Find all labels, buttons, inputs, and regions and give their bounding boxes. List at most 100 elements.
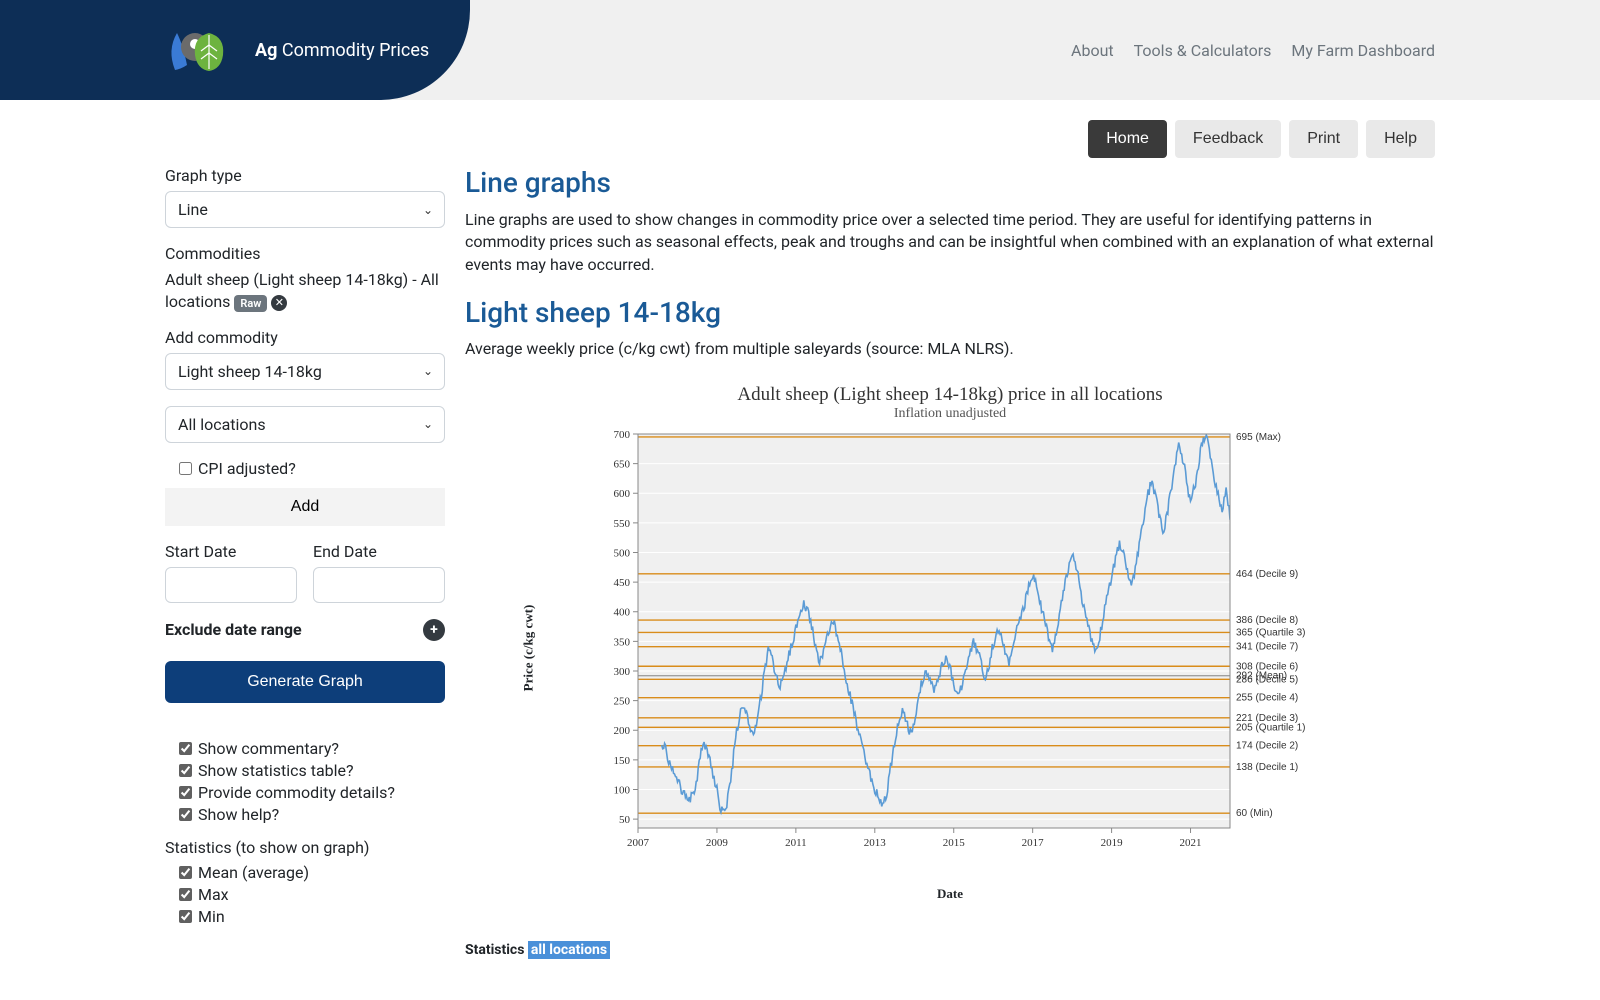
show-option-label: Provide commodity details? bbox=[198, 783, 395, 802]
svg-text:600: 600 bbox=[614, 488, 631, 500]
end-date-input[interactable] bbox=[313, 567, 445, 603]
top-nav-link[interactable]: Tools & Calculators bbox=[1134, 41, 1272, 60]
svg-text:138 (Decile 1): 138 (Decile 1) bbox=[1236, 762, 1298, 773]
svg-text:695 (Max): 695 (Max) bbox=[1236, 432, 1281, 443]
svg-text:200: 200 bbox=[614, 725, 631, 737]
commodity-text: Adult sheep (Light sheep 14-18kg) - All … bbox=[165, 270, 439, 311]
end-date-label: End Date bbox=[313, 542, 445, 561]
svg-text:300: 300 bbox=[614, 666, 631, 678]
logo[interactable]: Ag Commodity Prices bbox=[165, 25, 429, 75]
stats-option: Max bbox=[179, 885, 445, 904]
logo-icon bbox=[165, 25, 245, 75]
svg-text:386 (Decile 8): 386 (Decile 8) bbox=[1236, 615, 1298, 626]
show-option-checkbox[interactable] bbox=[179, 786, 192, 799]
show-option-checkbox[interactable] bbox=[179, 808, 192, 821]
svg-text:464 (Decile 9): 464 (Decile 9) bbox=[1236, 569, 1298, 580]
svg-text:205 (Quartile 1): 205 (Quartile 1) bbox=[1236, 722, 1305, 733]
stats-option-checkbox[interactable] bbox=[179, 910, 192, 923]
section-title-line-graphs: Line graphs bbox=[465, 166, 1435, 199]
add-exclude-icon[interactable]: + bbox=[423, 619, 445, 641]
header-brand-bg: Ag Commodity Prices bbox=[0, 0, 470, 100]
show-option: Show statistics table? bbox=[179, 761, 445, 780]
commodity-desc: Average weekly price (c/kg cwt) from mul… bbox=[465, 339, 1435, 358]
svg-text:2017: 2017 bbox=[1022, 837, 1045, 849]
y-axis-label: Price (c/kg cwt) bbox=[520, 605, 536, 692]
stats-option-checkbox[interactable] bbox=[179, 888, 192, 901]
svg-text:2011: 2011 bbox=[785, 837, 807, 849]
svg-text:650: 650 bbox=[614, 459, 631, 471]
show-option: Show commentary? bbox=[179, 739, 445, 758]
svg-text:2013: 2013 bbox=[864, 837, 887, 849]
svg-text:700: 700 bbox=[614, 429, 631, 441]
svg-text:60 (Min): 60 (Min) bbox=[1236, 808, 1273, 819]
add-button[interactable]: Add bbox=[165, 488, 445, 526]
show-option-checkbox[interactable] bbox=[179, 764, 192, 777]
sub-nav-help[interactable]: Help bbox=[1366, 120, 1435, 158]
remove-commodity-icon[interactable]: ✕ bbox=[271, 295, 287, 311]
show-option: Provide commodity details? bbox=[179, 783, 445, 802]
top-header: Ag Commodity Prices About Tools & Calcula… bbox=[0, 0, 1600, 100]
main-content: Line graphs Line graphs are used to show… bbox=[465, 166, 1435, 958]
sidebar: Graph type Line ⌄ Commodities Adult shee… bbox=[165, 166, 445, 958]
show-option-label: Show commentary? bbox=[198, 739, 339, 758]
chart-title: Adult sheep (Light sheep 14-18kg) price … bbox=[475, 384, 1425, 406]
stats-footer-label: Statistics bbox=[465, 942, 528, 958]
raw-badge: Raw bbox=[234, 295, 267, 312]
sub-nav-home[interactable]: Home bbox=[1088, 120, 1167, 158]
start-date-label: Start Date bbox=[165, 542, 297, 561]
top-nav-link[interactable]: About bbox=[1071, 41, 1114, 60]
add-commodity-label: Add commodity bbox=[165, 328, 445, 347]
sub-nav: HomeFeedbackPrintHelp bbox=[0, 100, 1600, 158]
x-axis-label: Date bbox=[475, 886, 1425, 902]
logo-text: Ag Commodity Prices bbox=[255, 40, 429, 61]
show-option-checkbox[interactable] bbox=[179, 742, 192, 755]
show-option-label: Show statistics table? bbox=[198, 761, 354, 780]
svg-text:350: 350 bbox=[614, 637, 631, 649]
svg-text:400: 400 bbox=[614, 607, 631, 619]
graph-type-label: Graph type bbox=[165, 166, 445, 185]
chart-container: Adult sheep (Light sheep 14-18kg) price … bbox=[465, 374, 1435, 922]
svg-text:2021: 2021 bbox=[1180, 837, 1202, 849]
cpi-checkbox[interactable] bbox=[179, 462, 192, 475]
section-title-commodity: Light sheep 14-18kg bbox=[465, 296, 1435, 329]
svg-text:150: 150 bbox=[614, 755, 631, 767]
svg-text:255 (Decile 4): 255 (Decile 4) bbox=[1236, 693, 1298, 704]
add-commodity-select[interactable]: Light sheep 14-18kg bbox=[165, 353, 445, 390]
svg-text:500: 500 bbox=[614, 548, 631, 560]
stats-option: Min bbox=[179, 907, 445, 926]
stats-option-label: Mean (average) bbox=[198, 863, 309, 882]
svg-text:286 (Decile 5): 286 (Decile 5) bbox=[1236, 674, 1298, 685]
stats-option-label: Max bbox=[198, 885, 229, 904]
stats-option-label: Min bbox=[198, 907, 225, 926]
price-chart: 5010015020025030035040045050055060065070… bbox=[570, 426, 1330, 856]
svg-text:2015: 2015 bbox=[943, 837, 966, 849]
svg-text:50: 50 bbox=[619, 814, 631, 826]
stats-header: Statistics (to show on graph) bbox=[165, 838, 445, 857]
svg-text:450: 450 bbox=[614, 577, 631, 589]
chart-subtitle: Inflation unadjusted bbox=[475, 406, 1425, 422]
show-option: Show help? bbox=[179, 805, 445, 824]
svg-text:550: 550 bbox=[614, 518, 631, 530]
stats-option-checkbox[interactable] bbox=[179, 866, 192, 879]
location-select[interactable]: All locations bbox=[165, 406, 445, 443]
line-graphs-desc: Line graphs are used to show changes in … bbox=[465, 209, 1435, 276]
statistics-footer: Statistics all locations bbox=[465, 942, 1435, 958]
cpi-label: CPI adjusted? bbox=[198, 459, 296, 478]
show-option-label: Show help? bbox=[198, 805, 279, 824]
sub-nav-feedback[interactable]: Feedback bbox=[1175, 120, 1281, 158]
stats-option: Mean (average) bbox=[179, 863, 445, 882]
top-nav: About Tools & Calculators My Farm Dashboar… bbox=[1071, 0, 1435, 100]
svg-text:2009: 2009 bbox=[706, 837, 729, 849]
commodity-current: Adult sheep (Light sheep 14-18kg) - All … bbox=[165, 269, 445, 314]
svg-text:2019: 2019 bbox=[1101, 837, 1124, 849]
svg-text:100: 100 bbox=[614, 785, 631, 797]
svg-text:341 (Decile 7): 341 (Decile 7) bbox=[1236, 642, 1298, 653]
stats-footer-highlight: all locations bbox=[528, 941, 610, 959]
top-nav-link[interactable]: My Farm Dashboard bbox=[1291, 41, 1435, 60]
graph-type-select[interactable]: Line bbox=[165, 191, 445, 228]
svg-text:174 (Decile 2): 174 (Decile 2) bbox=[1236, 741, 1298, 752]
sub-nav-print[interactable]: Print bbox=[1289, 120, 1358, 158]
start-date-input[interactable] bbox=[165, 567, 297, 603]
generate-graph-button[interactable]: Generate Graph bbox=[165, 661, 445, 703]
commodities-label: Commodities bbox=[165, 244, 445, 263]
